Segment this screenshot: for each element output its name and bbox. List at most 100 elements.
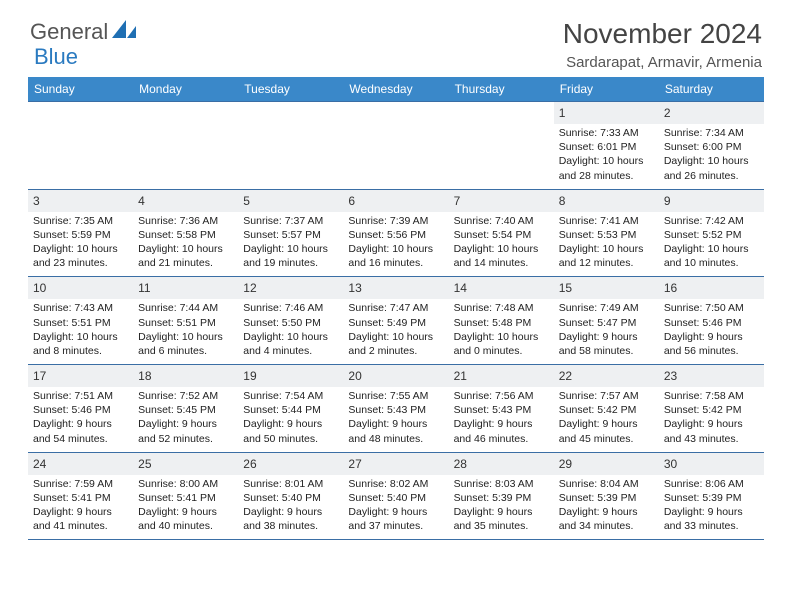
cell-line: and 21 minutes. <box>138 256 233 270</box>
day-number-row: 1 <box>554 102 659 124</box>
calendar-cell: 6Sunrise: 7:39 AMSunset: 5:56 PMDaylight… <box>343 190 448 277</box>
cell-line: and 14 minutes. <box>454 256 549 270</box>
cell-line: Sunrise: 7:41 AM <box>559 214 654 228</box>
cell-line: Sunset: 5:39 PM <box>454 491 549 505</box>
logo-text-general: General <box>30 19 108 45</box>
cell-line: Sunrise: 7:39 AM <box>348 214 443 228</box>
cell-line: Sunrise: 7:55 AM <box>348 389 443 403</box>
cell-line: Daylight: 10 hours <box>454 330 549 344</box>
calendar-cell: 17Sunrise: 7:51 AMSunset: 5:46 PMDayligh… <box>28 365 133 452</box>
day-number-row: 6 <box>343 190 448 212</box>
cell-line: and 34 minutes. <box>559 519 654 533</box>
cell-line: Sunrise: 7:40 AM <box>454 214 549 228</box>
cell-line: Daylight: 10 hours <box>243 330 338 344</box>
day-number: 26 <box>243 457 256 471</box>
day-number-row: 21 <box>449 365 554 387</box>
calendar-cell-blank <box>449 102 554 189</box>
day-number-row: 24 <box>28 453 133 475</box>
cell-line: and 56 minutes. <box>664 344 759 358</box>
day-number-row: 12 <box>238 277 343 299</box>
day-number-row: 2 <box>659 102 764 124</box>
cell-line: and 23 minutes. <box>33 256 128 270</box>
cell-line: Sunrise: 7:37 AM <box>243 214 338 228</box>
cell-line: and 52 minutes. <box>138 432 233 446</box>
cell-line: Sunrise: 7:50 AM <box>664 301 759 315</box>
calendar-cell: 11Sunrise: 7:44 AMSunset: 5:51 PMDayligh… <box>133 277 238 364</box>
calendar-week: 17Sunrise: 7:51 AMSunset: 5:46 PMDayligh… <box>28 365 764 453</box>
cell-line: and 28 minutes. <box>559 169 654 183</box>
cell-line: Sunrise: 8:04 AM <box>559 477 654 491</box>
cell-line: Daylight: 10 hours <box>348 330 443 344</box>
cell-line: and 12 minutes. <box>559 256 654 270</box>
cell-line: and 40 minutes. <box>138 519 233 533</box>
cell-line: Sunset: 5:47 PM <box>559 316 654 330</box>
calendar-cell: 23Sunrise: 7:58 AMSunset: 5:42 PMDayligh… <box>659 365 764 452</box>
cell-line: Sunrise: 7:48 AM <box>454 301 549 315</box>
cell-line: and 45 minutes. <box>559 432 654 446</box>
day-number: 10 <box>33 281 46 295</box>
cell-line: Sunset: 5:56 PM <box>348 228 443 242</box>
days-header-row: SundayMondayTuesdayWednesdayThursdayFrid… <box>28 77 764 101</box>
cell-line: Sunset: 5:49 PM <box>348 316 443 330</box>
cell-line: Daylight: 9 hours <box>348 417 443 431</box>
cell-line: and 46 minutes. <box>454 432 549 446</box>
cell-line: and 16 minutes. <box>348 256 443 270</box>
page-title: November 2024 <box>563 18 762 50</box>
calendar-week: 10Sunrise: 7:43 AMSunset: 5:51 PMDayligh… <box>28 277 764 365</box>
calendar-cell-blank <box>343 102 448 189</box>
cell-line: and 26 minutes. <box>664 169 759 183</box>
calendar-cell-blank <box>133 102 238 189</box>
cell-line: Sunset: 5:41 PM <box>138 491 233 505</box>
cell-line: and 41 minutes. <box>33 519 128 533</box>
cell-line: Sunrise: 8:03 AM <box>454 477 549 491</box>
day-number-row: 3 <box>28 190 133 212</box>
cell-line: Daylight: 9 hours <box>454 417 549 431</box>
day-header: Friday <box>554 77 659 101</box>
cell-line: Daylight: 9 hours <box>33 505 128 519</box>
cell-line: Sunrise: 7:59 AM <box>33 477 128 491</box>
day-number-row: 9 <box>659 190 764 212</box>
day-number: 5 <box>243 194 250 208</box>
calendar-cell: 7Sunrise: 7:40 AMSunset: 5:54 PMDaylight… <box>449 190 554 277</box>
calendar: SundayMondayTuesdayWednesdayThursdayFrid… <box>0 77 792 540</box>
day-number: 28 <box>454 457 467 471</box>
cell-line: Sunset: 5:42 PM <box>559 403 654 417</box>
calendar-cell: 15Sunrise: 7:49 AMSunset: 5:47 PMDayligh… <box>554 277 659 364</box>
day-number: 9 <box>664 194 671 208</box>
day-number: 13 <box>348 281 361 295</box>
day-number: 12 <box>243 281 256 295</box>
cell-line: and 4 minutes. <box>243 344 338 358</box>
cell-line: Sunset: 5:57 PM <box>243 228 338 242</box>
cell-line: and 33 minutes. <box>664 519 759 533</box>
calendar-cell: 4Sunrise: 7:36 AMSunset: 5:58 PMDaylight… <box>133 190 238 277</box>
cell-line: and 35 minutes. <box>454 519 549 533</box>
calendar-cell: 13Sunrise: 7:47 AMSunset: 5:49 PMDayligh… <box>343 277 448 364</box>
day-number: 6 <box>348 194 355 208</box>
calendar-week: 24Sunrise: 7:59 AMSunset: 5:41 PMDayligh… <box>28 453 764 541</box>
cell-line: Sunset: 5:48 PM <box>454 316 549 330</box>
cell-line: Daylight: 9 hours <box>138 505 233 519</box>
cell-line: Daylight: 9 hours <box>559 330 654 344</box>
page-location: Sardarapat, Armavir, Armenia <box>563 54 762 71</box>
cell-line: Sunset: 5:42 PM <box>664 403 759 417</box>
cell-line: and 43 minutes. <box>664 432 759 446</box>
calendar-cell: 20Sunrise: 7:55 AMSunset: 5:43 PMDayligh… <box>343 365 448 452</box>
day-number-row: 10 <box>28 277 133 299</box>
cell-line: Sunset: 5:51 PM <box>33 316 128 330</box>
cell-line: Sunset: 5:45 PM <box>138 403 233 417</box>
calendar-cell: 29Sunrise: 8:04 AMSunset: 5:39 PMDayligh… <box>554 453 659 540</box>
cell-line: Daylight: 10 hours <box>559 154 654 168</box>
day-number: 2 <box>664 106 671 120</box>
sail-icon <box>112 18 138 45</box>
cell-line: Sunrise: 7:56 AM <box>454 389 549 403</box>
cell-line: Sunrise: 7:46 AM <box>243 301 338 315</box>
cell-line: and 6 minutes. <box>138 344 233 358</box>
cell-line: Daylight: 9 hours <box>664 417 759 431</box>
cell-line: Daylight: 10 hours <box>33 242 128 256</box>
calendar-cell: 1Sunrise: 7:33 AMSunset: 6:01 PMDaylight… <box>554 102 659 189</box>
calendar-cell: 10Sunrise: 7:43 AMSunset: 5:51 PMDayligh… <box>28 277 133 364</box>
calendar-cell: 27Sunrise: 8:02 AMSunset: 5:40 PMDayligh… <box>343 453 448 540</box>
cell-line: and 54 minutes. <box>33 432 128 446</box>
calendar-weeks: 1Sunrise: 7:33 AMSunset: 6:01 PMDaylight… <box>28 101 764 540</box>
cell-line: Sunset: 5:39 PM <box>664 491 759 505</box>
